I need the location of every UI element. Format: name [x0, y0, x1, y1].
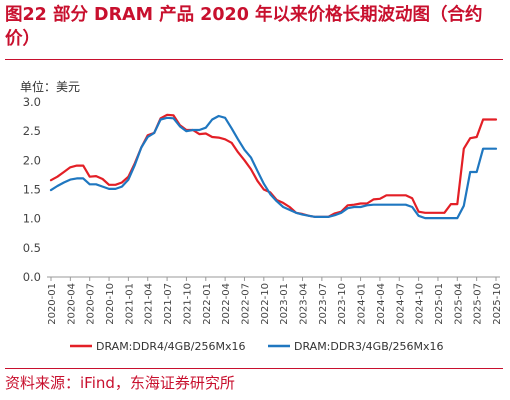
series-lines	[49, 113, 498, 220]
x-tick-label: 2023-07	[318, 283, 329, 325]
x-tick-label: 2023-10	[337, 283, 348, 325]
x-tick-label: 2024-04	[376, 283, 387, 325]
y-tick-label: 0.0	[23, 270, 41, 284]
x-tick-label: 2022-10	[260, 283, 271, 325]
x-tick-label: 2023-04	[299, 283, 310, 325]
y-tick-label: 0.5	[23, 241, 41, 255]
x-tick-label: 2025-01	[434, 283, 445, 325]
footer-rule	[5, 368, 503, 369]
x-tick-label: 2020-07	[86, 283, 97, 325]
x-tick-label: 2020-04	[66, 283, 77, 325]
y-tick-label: 1.0	[23, 212, 41, 226]
y-tick-label: 2.5	[23, 124, 41, 138]
x-tick-label: 2021-10	[182, 283, 193, 325]
series-line-ddr4	[49, 113, 498, 218]
x-tick-label: 2021-04	[144, 283, 155, 325]
legend-label-ddr3: DRAM:DDR3/4GB/256Mx16	[294, 340, 443, 353]
x-tick-label: 2022-01	[202, 283, 213, 325]
y-tick-label: 1.5	[23, 183, 41, 197]
x-tick-label: 2022-04	[221, 283, 232, 325]
y-axis-ticks: 0.0 0.5 1.0 1.5 2.0 2.5 3.0	[23, 95, 41, 284]
series-line-ddr3	[49, 114, 498, 220]
x-tick-label: 2021-01	[124, 283, 135, 325]
x-tick-label: 2024-07	[395, 283, 406, 325]
x-tick-label: 2020-01	[47, 283, 58, 325]
legend-label-ddr4: DRAM:DDR4/4GB/256Mx16	[96, 340, 245, 353]
x-tick-label: 2024-10	[415, 283, 426, 325]
x-tick-label: 2025-04	[453, 283, 464, 325]
x-tick-label: 2020-10	[105, 283, 116, 325]
x-tick-label: 2024-01	[357, 283, 368, 325]
x-tick-label: 2022-07	[240, 283, 251, 325]
y-tick-label: 2.0	[23, 153, 41, 167]
y-tick-label: 3.0	[23, 95, 41, 109]
x-tick-label: 2025-07	[473, 283, 484, 325]
title-rule	[5, 59, 503, 60]
source-note: 资料来源：iFind，东海证券研究所	[5, 374, 235, 392]
x-tick-label: 2025-10	[492, 283, 503, 325]
x-tick-label: 2021-07	[163, 283, 174, 325]
price-line-chart: 0.00.51.01.52.02.53.0 2020-01 2020-04 2020…	[23, 95, 503, 353]
x-tick-label: 2023-01	[279, 283, 290, 325]
chart-legend: DRAM:DDR4/4GB/256Mx16 DRAM:DDR3/4GB/256Mx…	[70, 340, 443, 353]
unit-label: 单位：美元	[20, 80, 81, 94]
x-axis-ticks: 2020-01 2020-04 2020-07 2020-10 2021-01 2021-…	[47, 277, 503, 325]
figure-title: 图22 部分 DRAM 产品 2020 年以来价格长期波动图（合约价）	[5, 5, 483, 49]
